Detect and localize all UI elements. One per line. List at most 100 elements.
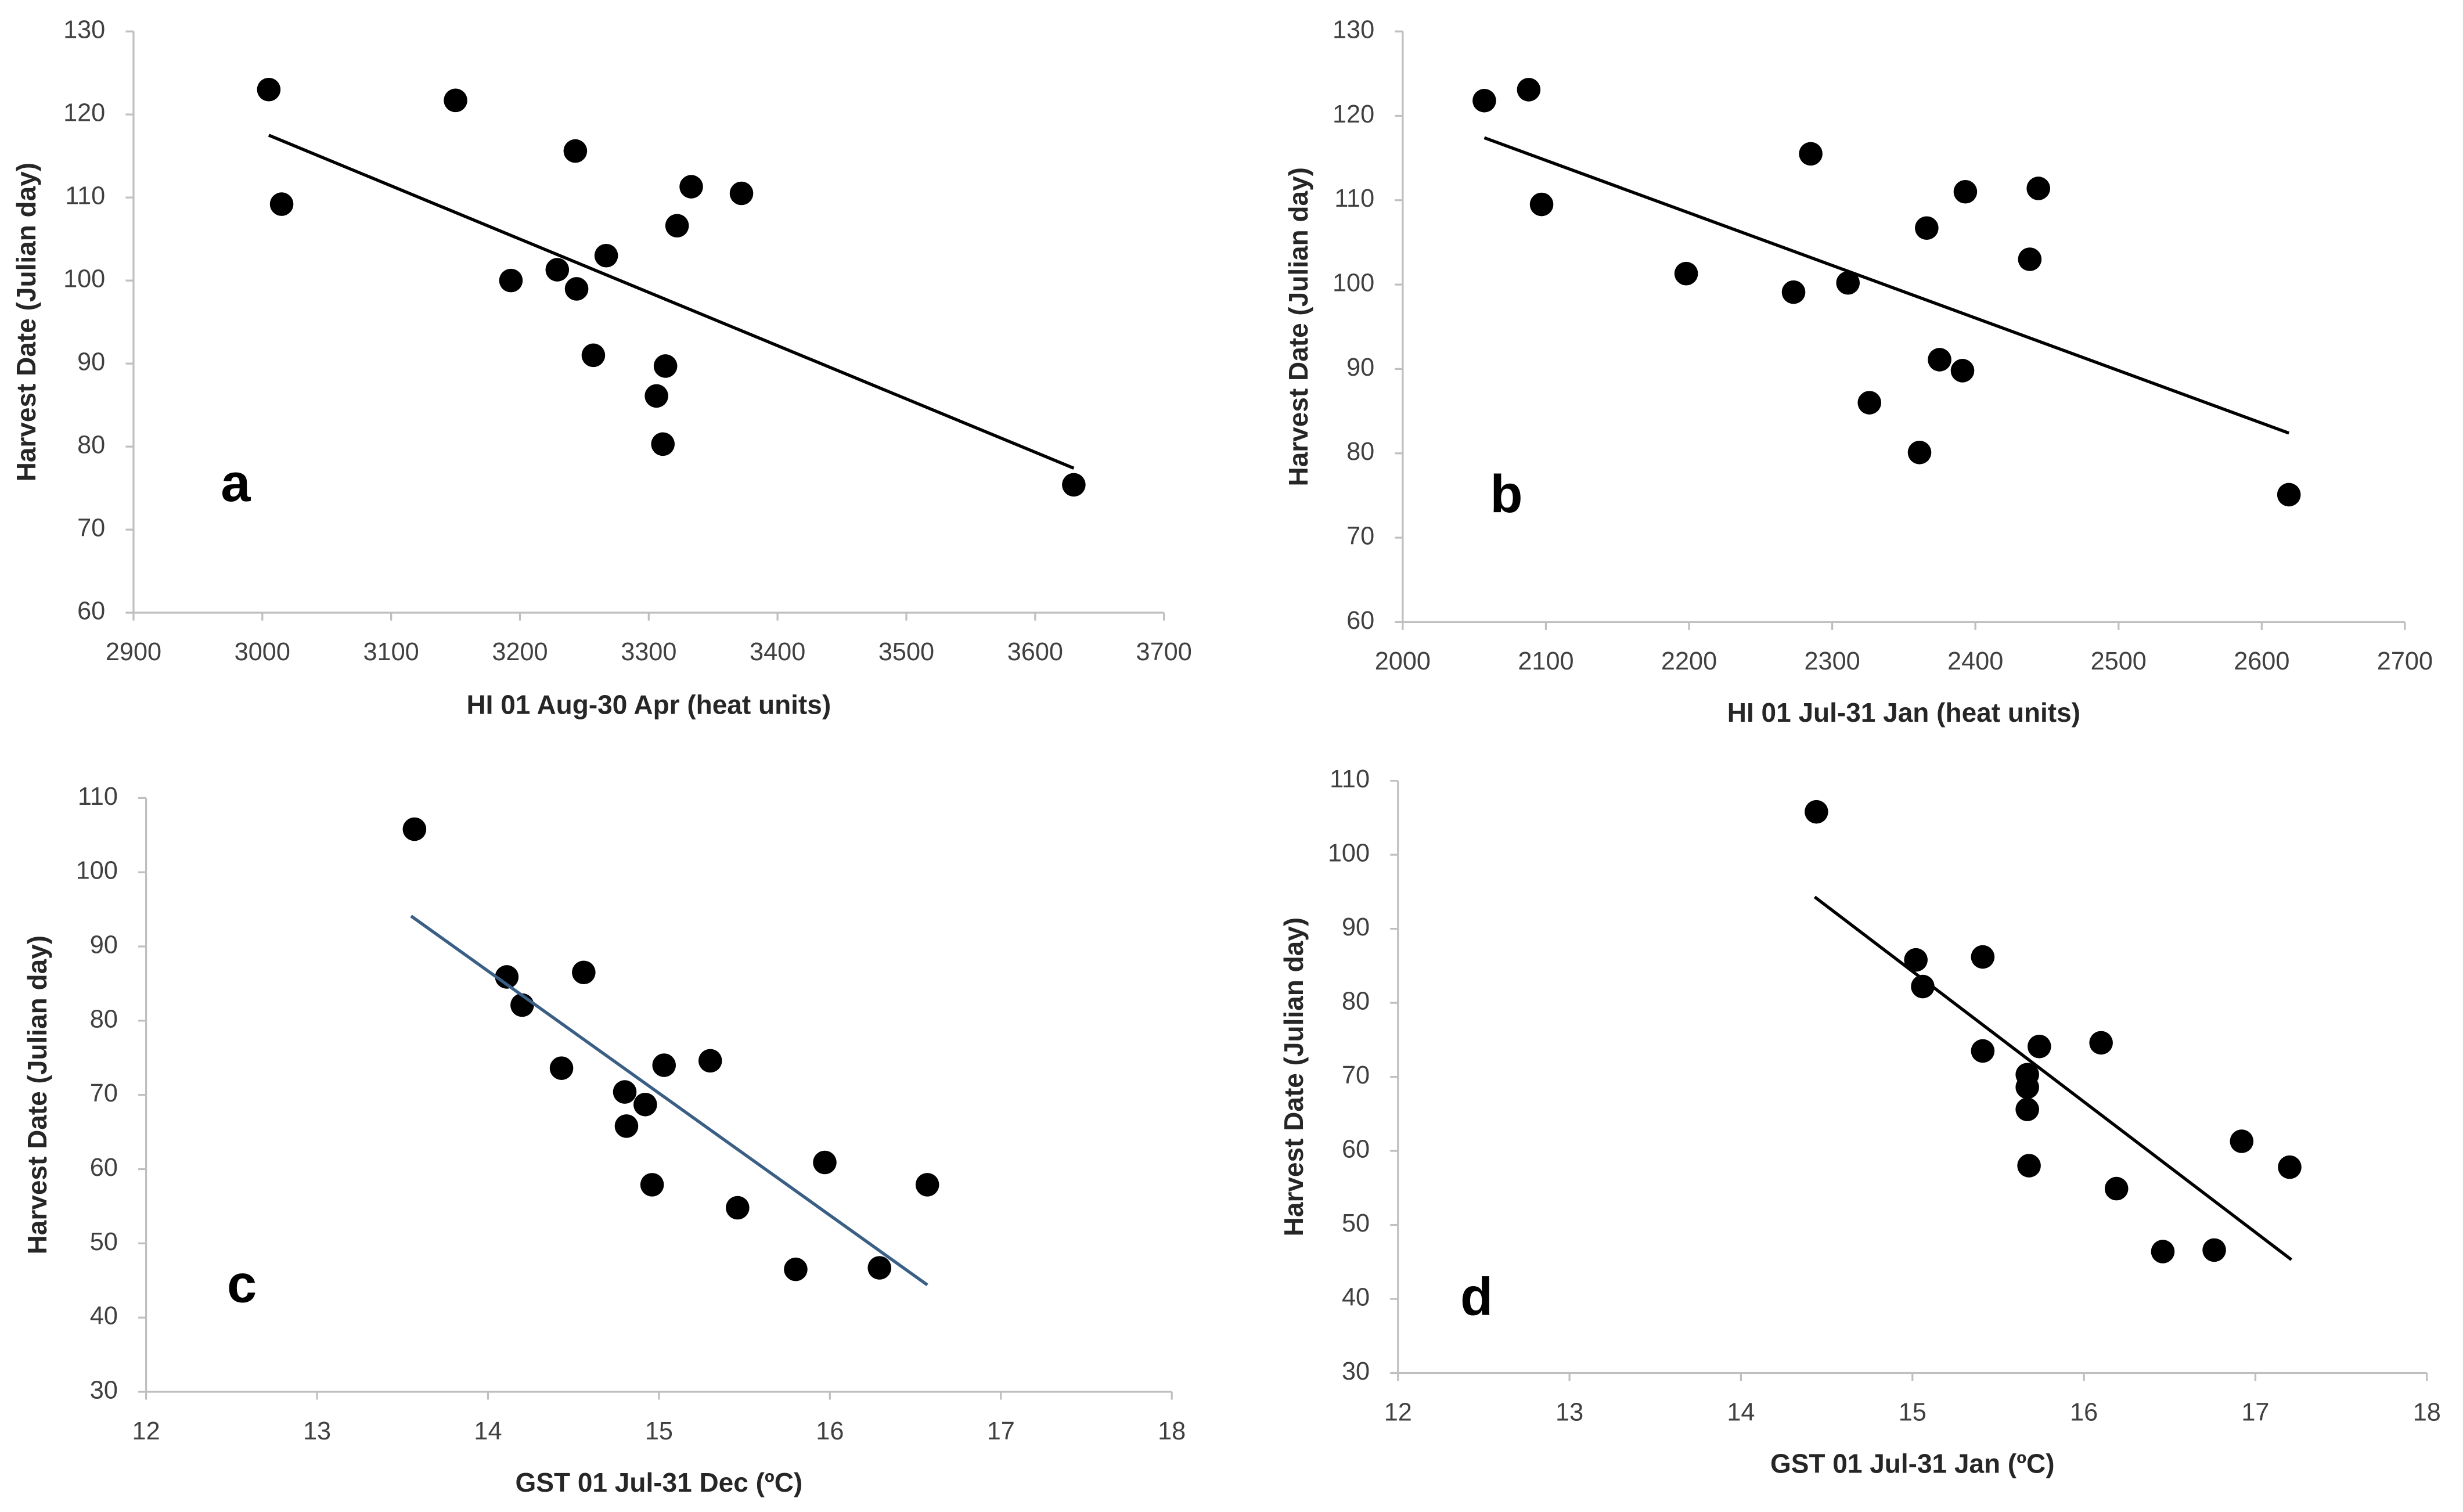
scatter-point	[2202, 1238, 2226, 1262]
x-tick-label: 16	[2070, 1398, 2098, 1426]
y-tick-label: 90	[90, 931, 118, 959]
x-tick-label: 2000	[1375, 647, 1431, 675]
scatter-point	[633, 1093, 657, 1117]
scatter-point	[1805, 800, 1828, 824]
y-tick-label: 60	[1346, 607, 1374, 635]
y-axis-title: Harvest Date (Julian day)	[22, 935, 52, 1254]
x-tick-label: 16	[816, 1417, 844, 1445]
x-tick-label: 15	[1899, 1398, 1927, 1426]
scatter-point	[2015, 1097, 2039, 1121]
scatter-point	[1781, 280, 1806, 304]
panel-letter: c	[227, 1255, 257, 1314]
scatter-point	[257, 77, 281, 102]
y-tick-label: 80	[90, 1005, 118, 1033]
panel-letter: b	[1490, 465, 1522, 524]
y-tick-label: 60	[1342, 1135, 1370, 1163]
x-tick-label: 17	[987, 1417, 1015, 1445]
x-tick-label: 14	[1727, 1398, 1755, 1426]
scatter-point	[2104, 1176, 2129, 1201]
scatter-point	[2026, 177, 2050, 200]
scatter-point	[563, 139, 588, 163]
scatter-point	[594, 243, 618, 268]
x-tick-label: 2700	[2377, 647, 2433, 675]
x-tick-label: 17	[2241, 1398, 2269, 1426]
x-tick-label: 2400	[1947, 647, 2003, 675]
panel-letter: d	[1460, 1267, 1493, 1326]
y-tick-label: 130	[1333, 16, 1374, 44]
scatter-point	[1971, 1039, 1995, 1063]
scatter-point	[1907, 440, 1932, 465]
scatter-point	[1971, 945, 1995, 969]
scatter-point	[2277, 483, 2301, 507]
scatter-point	[1529, 192, 1554, 217]
x-tick-label: 12	[132, 1417, 160, 1445]
scatter-point	[499, 268, 523, 293]
y-tick-label: 100	[76, 857, 118, 885]
y-tick-label: 70	[77, 514, 105, 542]
y-tick-label: 80	[77, 431, 105, 459]
trend-line	[410, 915, 928, 1287]
scatter-point	[581, 343, 606, 368]
x-tick-label: 3600	[1007, 638, 1063, 666]
scatter-point	[665, 214, 689, 238]
scatter-point	[1799, 142, 1823, 166]
y-axis-title: Harvest Date (Julian day)	[1283, 167, 1313, 486]
scatter-point	[652, 1053, 676, 1077]
y-tick-label: 120	[63, 99, 105, 127]
x-tick-label: 2200	[1661, 647, 1717, 675]
scatter-point	[1904, 948, 1928, 972]
scatter-point	[402, 817, 427, 841]
x-tick-label: 14	[474, 1417, 502, 1445]
x-tick-label: 13	[303, 1417, 331, 1445]
x-tick-label: 2100	[1518, 647, 1573, 675]
y-tick-label: 80	[1346, 438, 1374, 466]
x-tick-label: 2600	[2234, 647, 2289, 675]
y-tick-label: 90	[77, 348, 105, 376]
x-tick-label: 3300	[621, 638, 676, 666]
scatter-point	[2018, 247, 2042, 271]
scatter-point	[495, 965, 519, 989]
scatter-point	[651, 432, 675, 456]
y-tick-label: 110	[1330, 765, 1370, 793]
x-tick-label: 18	[2413, 1398, 2441, 1426]
x-tick-label: 15	[645, 1417, 673, 1445]
y-tick-label: 90	[1346, 354, 1374, 381]
scatter-point	[545, 258, 570, 282]
trend-line	[268, 134, 1075, 470]
y-axis-title: Harvest Date (Julian day)	[11, 163, 41, 481]
scatter-point	[1836, 271, 1860, 295]
x-axis-title: HI 01 Aug-30 Apr (heat units)	[466, 690, 831, 720]
y-tick-label: 120	[1333, 100, 1374, 128]
scatter-point	[2278, 1155, 2302, 1179]
y-tick-label: 110	[1334, 185, 1374, 213]
y-tick-label: 50	[90, 1228, 118, 1256]
x-tick-label: 2300	[1804, 647, 1860, 675]
x-axis-title: GST 01 Jul-31 Dec (ºC)	[516, 1467, 803, 1497]
x-tick-label: 3100	[363, 638, 419, 666]
scatter-point	[2089, 1031, 2113, 1055]
scatter-point	[1674, 261, 1698, 286]
scatter-point	[915, 1173, 939, 1197]
y-tick-label: 110	[78, 783, 118, 811]
scatter-point	[2015, 1075, 2039, 1099]
scatter-point	[1950, 359, 1975, 383]
x-tick-label: 13	[1555, 1398, 1583, 1426]
scatter-point	[549, 1056, 574, 1080]
scatter-point	[572, 960, 596, 985]
y-tick-label: 110	[65, 182, 105, 210]
scatter-point	[613, 1080, 637, 1104]
y-tick-label: 80	[1342, 988, 1370, 1016]
y-tick-label: 40	[1342, 1283, 1370, 1311]
x-axis-title: HI 01 Jul-31 Jan (heat units)	[1727, 697, 2080, 728]
scatter-point	[1062, 473, 1086, 497]
scatter-point	[614, 1114, 639, 1138]
x-tick-label: 3200	[492, 638, 548, 666]
scatter-point	[444, 88, 467, 113]
y-tick-label: 60	[77, 597, 105, 625]
scatter-point	[2230, 1129, 2254, 1153]
y-tick-label: 130	[63, 16, 105, 44]
scatter-point	[640, 1173, 664, 1197]
y-tick-label: 60	[90, 1154, 118, 1182]
